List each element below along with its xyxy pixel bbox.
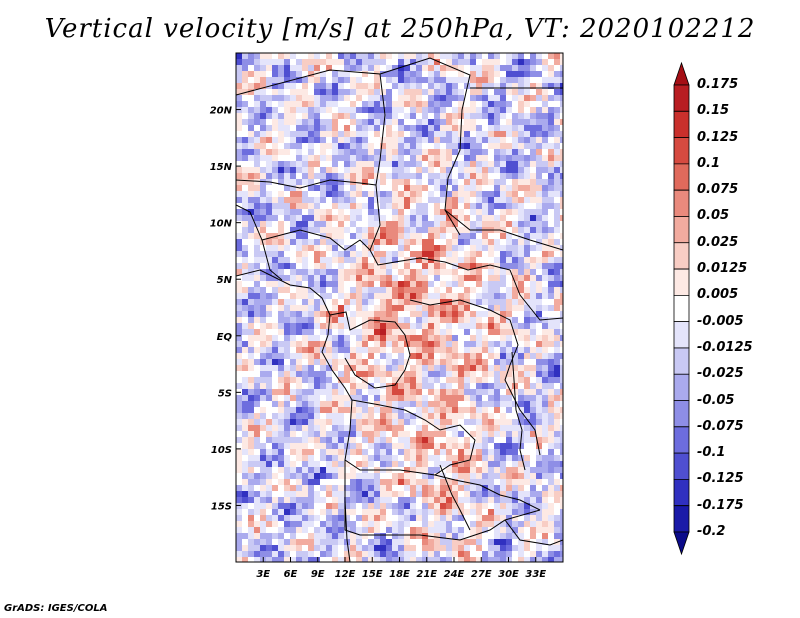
colorbar-segment: [673, 61, 690, 86]
lat-tick-label: 15N: [210, 162, 233, 173]
lat-tick-label: 5N: [217, 275, 233, 286]
country-borders: [236, 57, 563, 562]
colorbar: [673, 61, 690, 556]
colorbar-segment: [673, 110, 690, 138]
colorbar-label: 0.175: [697, 77, 739, 92]
colorbar-segment: [673, 452, 690, 480]
grads-credit: GrADS: IGES/COLA: [4, 603, 108, 614]
border-line: [351, 399, 476, 476]
axis-ticks: 3E 6E 9E 12E 15E 18E 21E 24E 27E 30E 33E 20N 15N 10N 5…: [210, 106, 547, 580]
colorbar-segment: [673, 347, 690, 375]
colorbar-label: -0.025: [697, 366, 744, 382]
lon-tick-label: 27E: [471, 569, 492, 580]
border-line: [504, 519, 563, 546]
lon-tick-label: 3E: [256, 569, 270, 580]
colorbar-segment: [673, 216, 690, 244]
lon-tick-label: 24E: [444, 569, 465, 580]
border-line: [236, 179, 377, 189]
lon-tick-label: 12E: [335, 569, 356, 580]
lat-tick-label: 10S: [211, 445, 232, 456]
colorbar-label: -0.1: [697, 445, 726, 461]
colorbar-segment: [673, 163, 690, 191]
colorbar-segment: [673, 373, 690, 401]
colorbar-label: -0.005: [697, 313, 744, 329]
colorbar-label: 0.15: [697, 103, 730, 119]
colorbar-segment: [673, 189, 690, 217]
lat-tick-label: 10N: [210, 219, 233, 230]
border-line: [369, 249, 511, 271]
coastline: [236, 269, 353, 562]
colorbar-label: -0.175: [697, 497, 744, 513]
colorbar-label: -0.125: [697, 471, 744, 487]
map-title: Vertical velocity [m/s] at 250hPa, VT: 2…: [44, 14, 756, 44]
lon-tick-label: 21E: [416, 569, 437, 580]
border-line: [329, 311, 411, 389]
border-line: [444, 209, 563, 251]
colorbar-label: -0.075: [697, 418, 744, 434]
colorbar-segment: [673, 505, 690, 533]
lat-tick-label: 20N: [210, 106, 233, 117]
colorbar-segment: [673, 84, 690, 112]
colorbar-segment: [673, 400, 690, 428]
border-line: [439, 464, 471, 531]
lon-tick-label: 30E: [498, 569, 519, 580]
colorbar-segment: [673, 294, 690, 323]
velocity-field: [236, 53, 563, 562]
colorbar-label: 0.025: [697, 234, 739, 250]
colorbar-segment: [673, 531, 690, 556]
lat-tick-label: 15S: [211, 501, 232, 512]
colorbar-segment: [673, 137, 690, 165]
lon-tick-label: 9E: [311, 569, 325, 580]
colorbar-label: 0.1: [697, 155, 721, 171]
colorbar-segment: [673, 321, 690, 349]
border-line: [409, 299, 541, 456]
lat-tick-label: 5S: [218, 388, 232, 399]
lake-outline: [511, 351, 526, 471]
colorbar-label: 0.005: [697, 287, 739, 303]
lon-tick-label: 18E: [389, 569, 410, 580]
colorbar-label: 0.075: [697, 182, 739, 198]
border-line: [261, 229, 371, 251]
colorbar-label: -0.0125: [697, 339, 753, 355]
lon-tick-label: 33E: [525, 569, 546, 580]
border-line: [344, 460, 541, 541]
colorbar-segment: [673, 268, 690, 296]
lat-tick-label: EQ: [217, 332, 233, 343]
colorbar-label: -0.05: [697, 392, 735, 408]
lon-tick-label: 15E: [362, 569, 383, 580]
border-line: [236, 69, 386, 251]
border-line: [509, 269, 563, 321]
border-line: [379, 57, 471, 236]
colorbar-segment: [673, 426, 690, 454]
colorbar-segment: [673, 242, 690, 270]
border-line: [344, 459, 541, 511]
colorbar-label: 0.0125: [697, 261, 748, 277]
colorbar-label: 0.05: [697, 208, 730, 224]
lon-tick-label: 6E: [284, 569, 298, 580]
colorbar-label: 0.125: [697, 129, 739, 145]
colorbar-segment: [673, 479, 690, 507]
colorbar-label: -0.2: [697, 524, 726, 539]
